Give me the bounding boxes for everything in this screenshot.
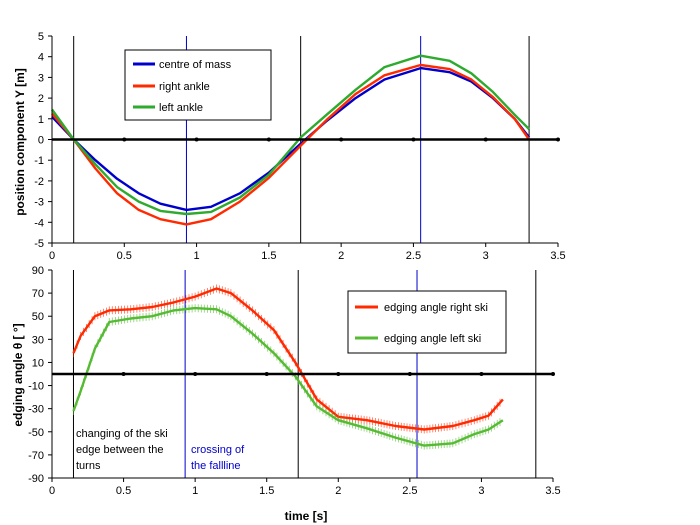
series-line-0 <box>51 66 531 212</box>
zero-line-tick-dot <box>264 372 269 376</box>
x-tick-label: 1.5 <box>259 485 274 497</box>
x-tick-label: 3.5 <box>550 250 565 262</box>
x-tick-label: 0.5 <box>116 485 131 497</box>
series-noise-1 <box>73 304 501 450</box>
x-tick-label: 3 <box>478 485 484 497</box>
edging-chart-x-axis-label: time [s] <box>285 509 328 523</box>
y-tick-label: 4 <box>38 52 44 64</box>
zero-line-tick-dot <box>483 137 488 142</box>
position-chart: 5 4 3 2 1 0 -1 -2 -3 -4 -5 0 0.5 1 1.5 2 2.5 3 3.5 positio… <box>13 31 566 262</box>
x-tick-label: 1 <box>192 485 198 497</box>
x-tick-label: 0.5 <box>117 250 132 262</box>
y-tick-label: 1 <box>38 114 44 126</box>
edging-chart-tick-labels: 90 70 50 30 10 -10 -30 -50 -70 -90 0 0.5 1 1.5 2 2.5 3 3.… <box>28 265 561 497</box>
y-tick-label: 3 <box>38 72 44 84</box>
x-tick-label: 1.5 <box>261 250 276 262</box>
position-chart-y-axis-label: position component Y [m] <box>13 68 27 216</box>
zero-line-tick-dot <box>407 372 412 376</box>
y-tick-label: 5 <box>38 31 44 43</box>
legend-label-right-ankle: right ankle <box>159 81 210 93</box>
position-chart-legend: centre of mass right ankle left ankle <box>124 49 272 121</box>
y-tick-label: 2 <box>38 93 44 105</box>
zero-line-tick-dot <box>121 372 126 376</box>
zero-line-tick-dot <box>336 372 341 376</box>
x-tick-label: 0 <box>49 485 55 497</box>
y-tick-label: 90 <box>32 265 44 277</box>
zero-line-tick-dot <box>551 372 555 376</box>
annotation-ski-edge-change-line-3: turns <box>76 460 101 472</box>
y-tick-label: 30 <box>32 334 44 346</box>
annotation-fallline-crossing-line-1: crossing of <box>191 444 245 456</box>
zero-line-tick-dot <box>339 137 344 142</box>
y-tick-label: -2 <box>34 176 44 188</box>
position-chart-tick-labels: 5 4 3 2 1 0 -1 -2 -3 -4 -5 0 0.5 1 1.5 2 2.5 3 3.5 <box>34 31 565 262</box>
x-tick-label: 3 <box>483 250 489 262</box>
y-tick-label: -3 <box>34 197 44 209</box>
x-tick-label: 1 <box>194 250 200 262</box>
edging-chart-axes <box>48 269 555 482</box>
x-tick-label: 2.5 <box>406 250 421 262</box>
edging-chart-series <box>72 284 504 450</box>
legend-label-edging-right-ski: edging angle right ski <box>384 302 488 314</box>
position-chart-axes <box>48 35 560 247</box>
y-tick-label: -1 <box>34 155 44 167</box>
y-tick-label: -5 <box>34 238 44 250</box>
position-chart-series <box>51 54 531 226</box>
zero-line-tick-dot <box>122 137 127 142</box>
y-tick-label: -10 <box>28 381 44 393</box>
y-tick-label: 50 <box>32 311 44 323</box>
zero-line-tick-dot <box>556 137 560 142</box>
y-tick-label: -90 <box>28 473 44 485</box>
y-tick-label: -30 <box>28 404 44 416</box>
zero-line-tick-dot <box>266 137 271 142</box>
y-tick-label: 0 <box>38 135 44 147</box>
annotation-ski-edge-change: changing of the ski edge between the tur… <box>76 428 171 472</box>
x-tick-label: 0 <box>49 250 55 262</box>
y-tick-label: 70 <box>32 288 44 300</box>
x-tick-label: 3.5 <box>545 485 560 497</box>
y-tick-label: -4 <box>34 217 44 229</box>
edging-chart-y-axis-label: edging angle θ [ °] <box>11 323 25 426</box>
edging-angle-chart: 90 70 50 30 10 -10 -30 -50 -70 -90 0 0.5 1 1.5 2 2.5 3 3.… <box>11 265 561 523</box>
zero-line-tick-dot <box>193 372 198 376</box>
edging-chart-legend-box <box>347 290 507 354</box>
legend-label-left-ankle: left ankle <box>159 102 203 114</box>
x-tick-label: 2 <box>338 250 344 262</box>
annotation-ski-edge-change-line-2: edge between the <box>76 444 163 456</box>
zero-line-tick-dot <box>411 137 416 142</box>
x-tick-label: 2 <box>335 485 341 497</box>
series-line-1 <box>51 63 531 226</box>
series-noise-0 <box>73 284 501 434</box>
edging-chart-legend: edging angle right ski edging angle left… <box>347 290 507 354</box>
series-line-2 <box>51 54 530 216</box>
annotation-fallline-crossing-line-2: the fallline <box>191 460 241 472</box>
zero-line-tick-dot <box>479 372 484 376</box>
zero-line-tick-dot <box>194 137 199 142</box>
annotation-fallline-crossing: crossing of the fallline <box>191 444 247 472</box>
y-tick-label: -70 <box>28 450 44 462</box>
x-tick-label: 2.5 <box>402 485 417 497</box>
y-tick-label: -50 <box>28 427 44 439</box>
y-tick-label: 10 <box>32 357 44 369</box>
legend-label-centre-of-mass: centre of mass <box>159 59 232 71</box>
legend-label-edging-left-ski: edging angle left ski <box>384 333 481 345</box>
annotation-ski-edge-change-line-1: changing of the ski <box>76 428 168 440</box>
